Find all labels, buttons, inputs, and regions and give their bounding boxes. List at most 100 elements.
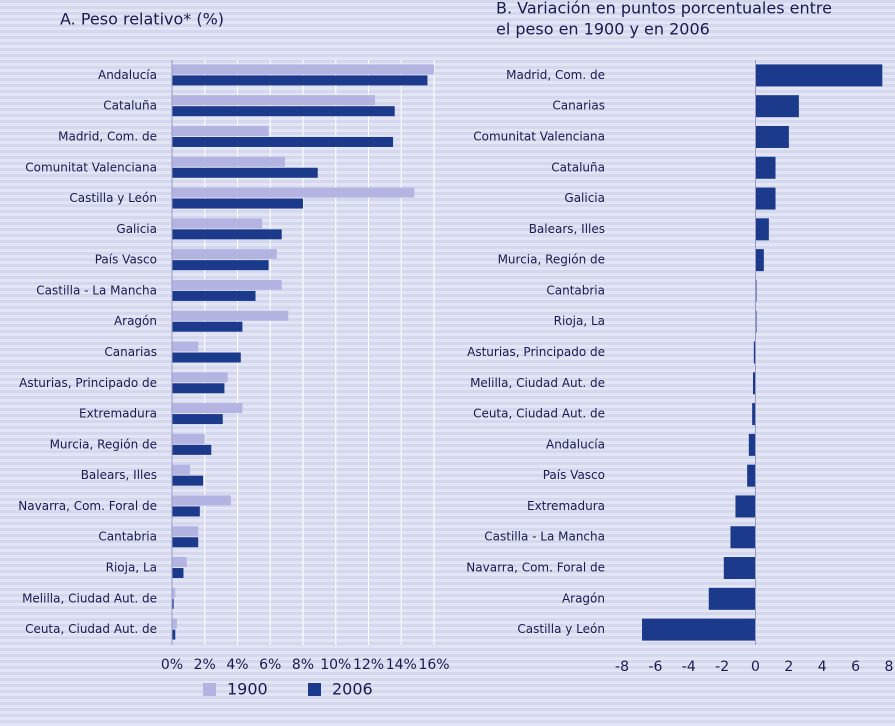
x-tick-label: 2	[784, 659, 793, 675]
category-label: Balears, Illes	[81, 468, 157, 482]
x-tick-label: -8	[615, 659, 629, 675]
bar	[172, 629, 176, 640]
bar	[708, 587, 756, 610]
x-tick-label: 6	[851, 659, 860, 675]
category-label: Aragón	[562, 591, 605, 605]
bar	[172, 125, 269, 136]
category-label: Madrid, Com. de	[58, 129, 157, 143]
x-tick-label: 16%	[418, 657, 449, 673]
category-label: Galicia	[116, 222, 157, 236]
bar	[172, 475, 204, 486]
category-label: Asturias, Principado de	[467, 345, 605, 359]
legend-label: 2006	[332, 680, 373, 699]
bar	[172, 433, 205, 444]
category-label: Aragón	[114, 314, 157, 328]
category-label: Rioja, La	[106, 561, 157, 575]
category-label: Extremadura	[527, 499, 605, 513]
bar	[642, 618, 756, 641]
bar	[172, 290, 256, 301]
x-tick-label: 4%	[226, 657, 248, 673]
x-tick-label: 14%	[386, 657, 417, 673]
category-label: Navarra, Com. Foral de	[18, 499, 157, 513]
category-label: País Vasco	[543, 468, 605, 482]
bar	[172, 279, 282, 290]
category-label: Castilla - La Mancha	[484, 530, 605, 544]
bar	[172, 260, 269, 271]
legend-swatch	[203, 683, 216, 696]
bar	[172, 95, 376, 106]
category-label: Madrid, Com. de	[506, 68, 605, 82]
bar	[172, 64, 434, 75]
bar	[172, 464, 191, 475]
bar	[172, 136, 394, 147]
category-label: Andalucía	[546, 437, 605, 451]
bar	[172, 557, 187, 568]
bar	[172, 383, 225, 394]
bar	[755, 64, 883, 87]
category-label: Asturias, Principado de	[19, 376, 157, 390]
bar	[172, 352, 241, 363]
bar	[172, 218, 263, 229]
category-label: Navarra, Com. Foral de	[466, 561, 605, 575]
category-label: Cantabria	[546, 283, 605, 297]
bar	[172, 321, 243, 332]
bar	[172, 75, 428, 86]
bar	[172, 229, 282, 240]
x-tick-label: -6	[648, 659, 662, 675]
bar	[172, 587, 176, 598]
bar	[172, 618, 177, 629]
category-label: Extremadura	[79, 407, 157, 421]
legend-swatch	[308, 683, 321, 696]
bar	[755, 218, 769, 241]
bar	[172, 187, 415, 198]
chart-a-title: A. Peso relativo* (%)	[60, 10, 224, 29]
bar	[172, 537, 199, 548]
x-tick-label: 8	[885, 659, 894, 675]
bar	[172, 526, 199, 537]
bar	[735, 495, 756, 518]
bar	[172, 198, 303, 209]
chart-b-title-line: el peso en 1900 y en 2006	[496, 20, 710, 39]
category-label: País Vasco	[95, 253, 157, 267]
bar	[172, 598, 174, 609]
category-label: Murcia, Región de	[498, 253, 605, 267]
x-tick-label: 2%	[194, 657, 216, 673]
bar	[755, 249, 764, 272]
category-label: Melilla, Ciudad Aut. de	[22, 591, 157, 605]
category-label: Comunitat Valenciana	[473, 129, 605, 143]
x-tick-label: -2	[715, 659, 729, 675]
x-tick-label: -4	[682, 659, 696, 675]
category-label: Castilla y León	[69, 191, 157, 205]
bar	[172, 167, 318, 178]
bar	[752, 372, 756, 395]
bar	[723, 557, 756, 580]
x-tick-label: 8%	[292, 657, 314, 673]
x-tick-label: 4	[818, 659, 827, 675]
bar	[172, 341, 199, 352]
bar	[748, 433, 756, 456]
bar	[755, 125, 789, 148]
category-label: Cataluña	[551, 160, 605, 174]
category-label: Murcia, Región de	[50, 437, 157, 451]
bar	[172, 414, 223, 425]
bar	[730, 526, 756, 549]
x-tick-label: 10%	[320, 657, 351, 673]
category-label: Castilla - La Mancha	[36, 283, 157, 297]
bar	[172, 310, 289, 321]
category-label: Castilla y León	[517, 622, 605, 636]
bar	[172, 444, 212, 455]
bar	[747, 464, 756, 487]
x-tick-label: 0%	[161, 657, 183, 673]
bar	[172, 372, 228, 383]
category-label: Comunitat Valenciana	[25, 160, 157, 174]
x-tick-label: 0	[751, 659, 760, 675]
bar	[755, 156, 776, 179]
category-label: Ceuta, Ciudad Aut. de	[473, 407, 605, 421]
category-label: Melilla, Ciudad Aut. de	[470, 376, 605, 390]
bar	[752, 403, 756, 426]
category-label: Canarias	[104, 345, 157, 359]
bar	[172, 495, 231, 506]
bar	[172, 249, 277, 260]
category-label: Canarias	[552, 99, 605, 113]
